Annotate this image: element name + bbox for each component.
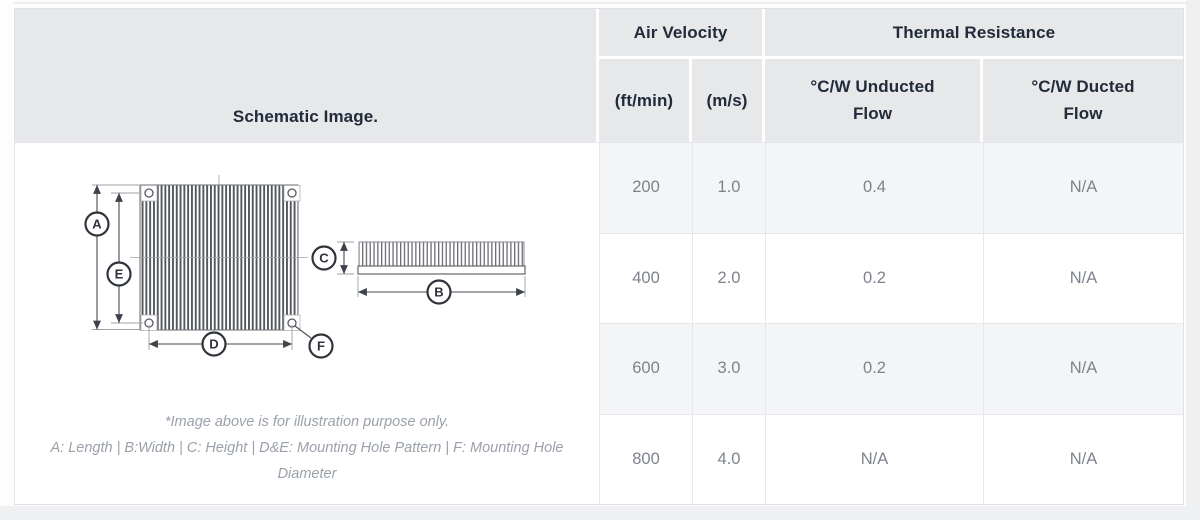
header-ducted-flow-label: °C/W Ducted Flow [1031,77,1135,123]
header-schematic-label: Schematic Image. [232,107,379,126]
cell-unducted: N/A [765,413,983,504]
schematic-caption: *Image above is for illustration purpose… [15,409,599,487]
cell-ducted: N/A [983,142,1183,233]
heatsink-side-view-fins [358,241,525,267]
cell-ducted: N/A [983,232,1183,323]
dimension-label-c: C [319,251,329,266]
heatsink-schematic-drawing: A E D F [84,175,526,359]
cell-ft-min: 800 [599,413,692,504]
header-thermal-resistance: Thermal Resistance [765,9,1183,59]
mounting-holes [140,185,301,331]
top-divider [14,2,1186,4]
dimension-b: B [357,276,526,305]
dimension-label-e: E [115,267,124,282]
dimension-d: D [148,325,293,357]
header-unducted-flow-label: °C/W Unducted Flow [810,77,935,123]
cell-unducted: 0.2 [765,323,983,414]
cell-unducted: 0.4 [765,142,983,233]
header-air-velocity: Air Velocity [599,9,765,59]
cell-ft-min: 200 [599,142,692,233]
schematic-cell: A E D F [15,142,599,504]
cell-m-s: 3.0 [692,323,765,414]
caption-line-1: *Image above is for illustration purpose… [164,414,450,430]
dimension-f: F [294,325,334,359]
dimension-label-a: A [92,217,102,232]
cell-ft-min: 400 [599,232,692,323]
dimension-label-f: F [317,339,325,354]
header-ft-min-label: (ft/min) [614,90,674,110]
cell-ducted: N/A [983,413,1183,504]
header-air-velocity-label: Air Velocity [633,22,728,42]
dimension-label-d: D [209,337,218,352]
cell-ducted: N/A [983,323,1183,414]
header-ft-min: (ft/min) [599,59,692,142]
dimension-e: E [106,192,143,324]
cell-m-s: 1.0 [692,142,765,233]
header-thermal-resistance-label: Thermal Resistance [892,22,1056,42]
cell-m-s: 2.0 [692,232,765,323]
caption-line-2: A: Length | B:Width | C: Height | D&E: M… [50,440,564,482]
header-schematic-image: Schematic Image. [15,9,599,142]
cell-ft-min: 600 [599,323,692,414]
header-m-s-label: (m/s) [706,90,748,110]
dimension-c: C [311,241,354,275]
dimension-a: A [84,184,139,330]
header-unducted-flow: °C/W Unducted Flow [765,59,983,142]
cell-unducted: 0.2 [765,232,983,323]
dimension-label-b: B [434,285,443,300]
heatsink-side-view-base [357,265,526,275]
header-ducted-flow: °C/W Ducted Flow [983,59,1183,142]
thermal-spec-table: Schematic Image. Air Velocity Thermal Re… [14,8,1184,505]
header-m-s: (m/s) [692,59,765,142]
cell-m-s: 4.0 [692,413,765,504]
